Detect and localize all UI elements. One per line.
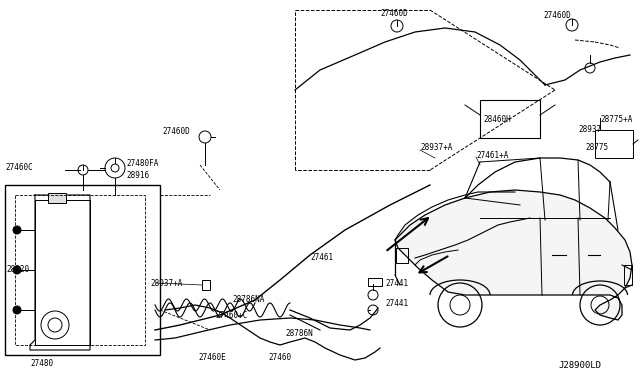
Text: 28920: 28920 <box>6 266 29 275</box>
Bar <box>5 185 160 355</box>
Text: 28786N: 28786N <box>285 328 313 337</box>
Text: J28900LD: J28900LD <box>558 360 601 369</box>
Bar <box>480 100 540 138</box>
Text: 28937: 28937 <box>578 125 601 135</box>
Bar <box>368 278 382 286</box>
Text: 27460C: 27460C <box>5 164 33 173</box>
Text: 27461: 27461 <box>310 253 333 263</box>
Bar <box>48 193 66 203</box>
Text: 27460D: 27460D <box>380 9 408 17</box>
Circle shape <box>13 306 21 314</box>
Text: 27460: 27460 <box>268 353 291 362</box>
Text: 28937+A: 28937+A <box>150 279 182 288</box>
Bar <box>15 195 145 345</box>
Text: 28775+A: 28775+A <box>600 115 632 125</box>
Polygon shape <box>395 190 632 320</box>
Text: 27460D: 27460D <box>543 12 571 20</box>
Text: 28460H: 28460H <box>483 115 511 124</box>
Text: 28916: 28916 <box>126 170 149 180</box>
Bar <box>35 200 90 345</box>
Text: 27460D: 27460D <box>162 128 189 137</box>
Text: 27460E: 27460E <box>198 353 226 362</box>
Bar <box>595 130 633 158</box>
Text: 28937+A: 28937+A <box>420 144 452 153</box>
Bar <box>396 248 408 263</box>
Text: 27461+A: 27461+A <box>476 151 508 160</box>
Bar <box>202 280 210 290</box>
Text: 27480FA: 27480FA <box>126 160 158 169</box>
Circle shape <box>13 226 21 234</box>
Circle shape <box>13 266 21 274</box>
Text: 27480: 27480 <box>30 359 53 368</box>
Text: 28775: 28775 <box>585 144 608 153</box>
Text: 27441: 27441 <box>385 299 408 308</box>
Bar <box>624 265 632 285</box>
Text: 28786NA: 28786NA <box>232 295 264 305</box>
Text: 27441: 27441 <box>385 279 408 288</box>
Text: 27460+C: 27460+C <box>215 311 248 320</box>
